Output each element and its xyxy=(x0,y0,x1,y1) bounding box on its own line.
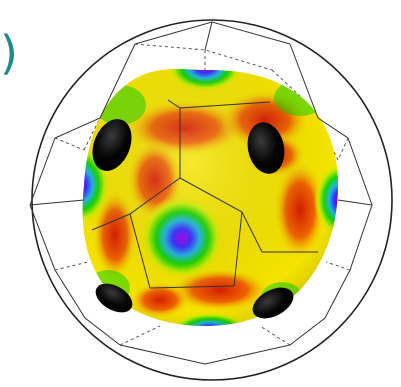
spike-lower-right xyxy=(252,287,294,319)
spike-upper-right xyxy=(247,122,285,174)
black-spikes xyxy=(92,119,294,319)
panel-label: ) xyxy=(0,30,16,76)
spike-upper-left xyxy=(92,119,132,171)
spike-lower-left xyxy=(95,283,133,313)
colored-spherical-surface xyxy=(82,68,339,327)
polyhedron-visible-edges xyxy=(29,21,373,365)
